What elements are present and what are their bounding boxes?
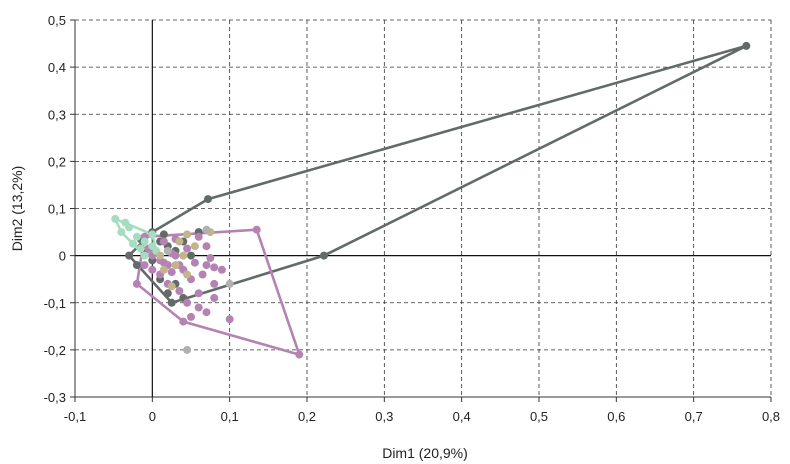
point-series-1 <box>210 263 219 272</box>
x-tick-label: 0,4 <box>453 409 471 424</box>
point-series-3 <box>175 237 184 246</box>
point-series-0 <box>320 251 328 260</box>
point-series-1 <box>202 242 211 251</box>
x-tick-label: -0,1 <box>64 409 86 424</box>
y-tick-label: 0,1 <box>48 202 66 217</box>
point-series-1 <box>159 237 168 246</box>
point-series-1 <box>183 244 192 253</box>
y-tick-label: -0,1 <box>44 296 66 311</box>
point-series-2 <box>148 230 157 239</box>
x-tick-label: 0,2 <box>298 409 316 424</box>
point-series-2 <box>136 244 145 253</box>
point-series-3 <box>156 251 165 260</box>
x-tick-label: 0,8 <box>762 409 780 424</box>
y-tick-label: 0,5 <box>48 13 66 28</box>
x-tick-label: 0,1 <box>221 409 239 424</box>
point-series-0 <box>167 298 176 307</box>
point-series-1 <box>132 279 141 288</box>
x-axis-title: Dim1 (20,9%) <box>382 445 468 461</box>
point-series-1 <box>159 258 168 267</box>
x-tick-label: 0,5 <box>530 409 548 424</box>
x-tick-label: 0,6 <box>607 409 625 424</box>
point-series-0 <box>742 41 751 50</box>
point-series-0 <box>163 289 172 298</box>
point-series-3 <box>167 282 176 291</box>
point-series-3 <box>190 242 199 251</box>
point-series-1 <box>140 261 149 270</box>
grid-lines <box>74 19 772 398</box>
point-series-1 <box>225 315 234 324</box>
point-series-1 <box>252 225 261 234</box>
point-series-2 <box>121 218 130 227</box>
point-series-2 <box>117 228 126 237</box>
point-series-1 <box>194 289 203 298</box>
point-series-1 <box>194 303 203 312</box>
point-series-0 <box>125 251 134 260</box>
point-series-0 <box>204 195 212 204</box>
point-series-1 <box>179 317 188 326</box>
y-tick-label: 0,4 <box>48 60 66 75</box>
point-series-1 <box>187 312 195 321</box>
point-series-4 <box>202 225 211 234</box>
point-series-1 <box>194 232 203 241</box>
x-tick-label: 0 <box>149 409 156 424</box>
point-series-1 <box>210 279 219 288</box>
point-series-3 <box>183 270 192 279</box>
x-tick-label: 0,7 <box>685 409 703 424</box>
point-series-0 <box>187 251 195 260</box>
y-tick-label: -0,2 <box>44 343 66 358</box>
point-series-3 <box>179 251 188 260</box>
y-tick-label: 0,3 <box>48 107 66 122</box>
point-series-0 <box>159 230 168 239</box>
point-series-1 <box>167 268 176 277</box>
point-series-3 <box>159 265 168 274</box>
point-series-4 <box>225 279 234 288</box>
point-series-1 <box>148 265 157 274</box>
point-series-3 <box>183 230 192 239</box>
point-series-2 <box>129 239 137 248</box>
axes <box>70 19 772 402</box>
point-series-1 <box>190 258 199 267</box>
point-series-1 <box>175 287 184 295</box>
point-series-1 <box>202 261 211 270</box>
hull-series-0 <box>127 44 748 305</box>
point-series-3 <box>171 261 180 270</box>
point-series-1 <box>295 350 304 359</box>
point-series-1 <box>210 294 219 302</box>
point-series-1 <box>217 265 226 274</box>
point-series-2 <box>140 237 149 246</box>
x-tick-label: 0,3 <box>375 409 393 424</box>
point-series-1 <box>206 254 215 262</box>
y-tick-label: 0 <box>59 249 66 264</box>
point-series-1 <box>198 270 207 279</box>
tick-labels: -0,1 0 0,1 0,2 0,3 0,4 0,5 0,6 0,7 0,8 -0,3 -0,2 -0,… <box>44 13 780 424</box>
hull-series-1 <box>135 228 301 356</box>
point-series-0 <box>132 261 141 270</box>
point-series-2 <box>140 251 149 260</box>
point-series-1 <box>183 298 192 307</box>
point-series-4 <box>183 345 192 354</box>
y-axis-title: Dim2 (13,2%) <box>9 166 25 252</box>
y-tick-label: -0,3 <box>44 390 66 405</box>
point-series-1 <box>202 308 211 317</box>
data-points <box>111 41 751 359</box>
point-series-2 <box>132 232 141 241</box>
point-series-4 <box>163 246 172 255</box>
point-series-2 <box>111 214 120 223</box>
y-tick-label: 0,2 <box>48 154 66 169</box>
